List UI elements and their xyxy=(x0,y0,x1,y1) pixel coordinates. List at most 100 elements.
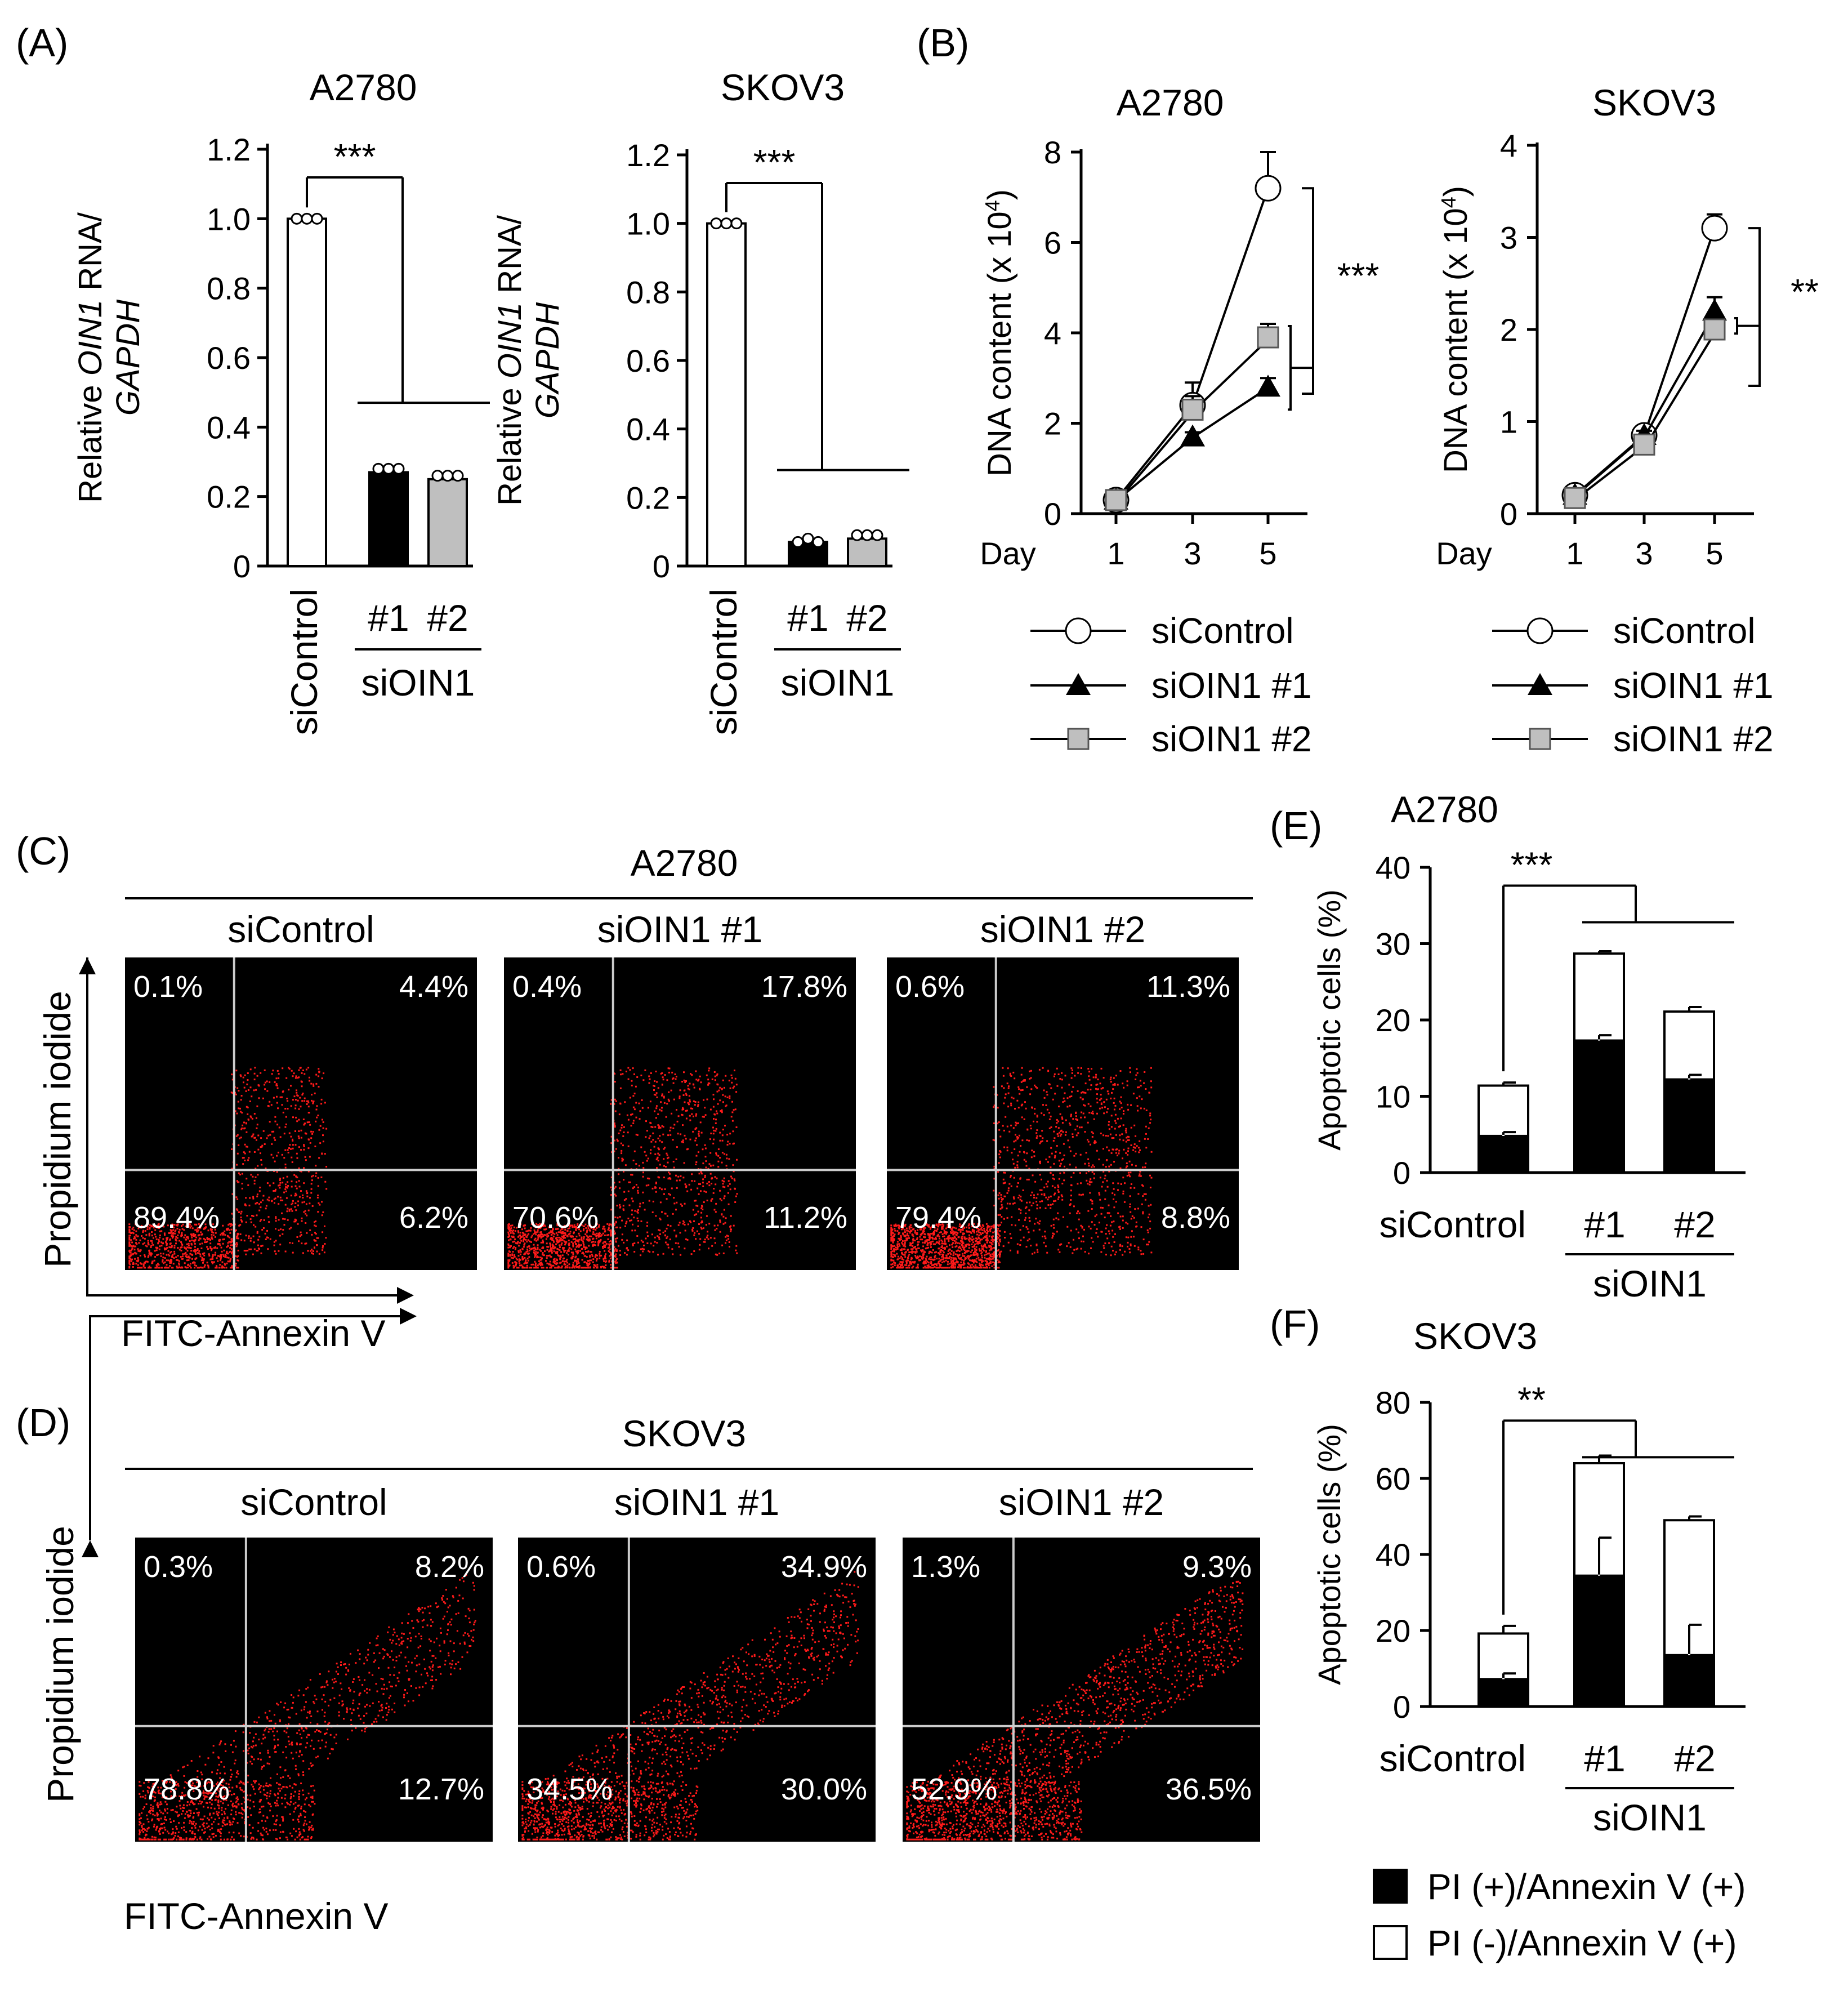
category-label: #2 xyxy=(846,597,887,639)
y-tick-label: 0 xyxy=(1393,1155,1410,1191)
quadrant-ul: 0.4% xyxy=(512,970,582,1004)
marker-circle xyxy=(1701,215,1728,242)
x-axis-label: FITC-Annexin V xyxy=(124,1895,388,1937)
category-label: #1 xyxy=(787,597,828,639)
category-label: siControl xyxy=(703,589,744,735)
y-axis-label-part: RNA/ xyxy=(72,212,109,300)
scatter-dots xyxy=(906,1580,1244,1841)
x-axis-label: Day xyxy=(1436,536,1492,571)
bar-1 xyxy=(368,471,409,567)
axis-arrows xyxy=(89,1315,400,1540)
quadrant-ur: 8.2% xyxy=(415,1550,484,1584)
quadrant-ll: 89.4% xyxy=(133,1201,220,1235)
legend-marker-triangle xyxy=(1528,673,1552,695)
category-label: #1 xyxy=(1584,1204,1625,1245)
series-line-0 xyxy=(1115,188,1269,501)
quadrant-ul: 0.1% xyxy=(133,970,203,1004)
y-tick-label: 20 xyxy=(1376,1003,1410,1038)
y-tick-label: 1 xyxy=(1500,404,1517,440)
y-axis-label: Apoptotic cells (%) xyxy=(1311,889,1347,1151)
replicate-dot xyxy=(441,470,454,482)
y-axis-label: DNA content (x 104) xyxy=(1437,186,1475,473)
y-tick-label: 3 xyxy=(1500,220,1517,256)
replicate-dot xyxy=(311,212,323,225)
y-tick-label: 0.2 xyxy=(626,480,670,515)
y-axis-label-2: GAPDH xyxy=(529,302,566,418)
legend-label: siControl xyxy=(1613,611,1756,651)
y-axis-label: DNA content (x 104) xyxy=(981,189,1019,476)
x-tick-label: 1 xyxy=(1566,536,1583,571)
series-line-2 xyxy=(1576,328,1718,499)
chart-title: SKOV3 xyxy=(721,66,845,108)
knockdown-chart-A1: A2780 0 0.2 0.4 0.6 0.8 1.0 1.2 Relative OIN1 RN… xyxy=(72,66,490,735)
y-tick-label: 2 xyxy=(1500,312,1517,347)
marker-square xyxy=(1181,398,1204,421)
quadrant-ll: 78.8% xyxy=(144,1772,230,1806)
replicate-dot xyxy=(452,470,464,482)
y-tick-label: 6 xyxy=(1044,225,1061,261)
flow-plot: siOIN1 #1 0.6% 34.9% 34.5% 30.0% xyxy=(518,1481,876,1842)
y-axis-label: Relative OIN1 RNA/ xyxy=(492,215,528,506)
marker-triangle xyxy=(1180,424,1205,447)
y-tick-label: 30 xyxy=(1376,926,1410,962)
bar-legend: PI (+)/Annexin V (+) PI (-)/Annexin V (+) xyxy=(1373,1866,1746,1963)
y-tick-label: 4 xyxy=(1044,315,1061,351)
legend-label: PI (+)/Annexin V (+) xyxy=(1427,1866,1746,1907)
quadrant-ll: 34.5% xyxy=(526,1772,613,1806)
chart-title: A2780 xyxy=(310,66,417,108)
significance-stars: *** xyxy=(753,142,796,182)
category-label: #2 xyxy=(1674,1204,1715,1245)
marker-square xyxy=(1257,326,1279,349)
y-axis-label-part: ) xyxy=(981,189,1018,200)
x-tick-label: 3 xyxy=(1184,536,1201,571)
y-tick-label: 0 xyxy=(653,549,670,584)
scatter-dots xyxy=(890,1067,1153,1269)
quadrant-ur: 11.3% xyxy=(1146,970,1230,1004)
y-axis-label-part: Relative xyxy=(492,378,528,506)
scatter-dots xyxy=(521,1571,859,1841)
marker-square xyxy=(1703,318,1726,341)
y-tick-label: 1.2 xyxy=(626,137,670,173)
marker-square xyxy=(1633,433,1655,456)
quadrant-ul: 0.6% xyxy=(895,970,965,1004)
arrow-head-right xyxy=(400,1308,417,1325)
quadrant-lr: 11.2% xyxy=(764,1201,847,1235)
replicate-dot xyxy=(431,470,444,482)
quadrant-lr: 30.0% xyxy=(781,1772,867,1806)
y-tick-label: 0.8 xyxy=(626,274,670,310)
y-tick-label: 0 xyxy=(1044,496,1061,532)
quadrant-lr: 6.2% xyxy=(399,1201,468,1235)
knockdown-chart-A2: SKOV3 0 0.2 0.4 0.6 0.8 1.0 1.2 Relative OIN1 RN… xyxy=(492,66,909,735)
quadrant-lr: 36.5% xyxy=(1166,1772,1252,1806)
panel-label-C: (C) xyxy=(16,829,70,873)
y-tick-label: 0.2 xyxy=(207,479,251,515)
flow-plot: siControl 0.1% 4.4% 89.4% 6.2% xyxy=(125,908,477,1270)
scatter-dots xyxy=(507,1067,738,1269)
replicate-dot xyxy=(802,532,814,545)
replicate-dot xyxy=(301,212,313,225)
plot-title: siControl xyxy=(240,1481,387,1523)
plot-title: siOIN1 #1 xyxy=(614,1481,779,1523)
y-axis-label-part: OIN1 xyxy=(72,300,109,376)
y-axis-label: Apoptotic cells (%) xyxy=(1311,1424,1347,1685)
axis-arrows xyxy=(86,957,397,1296)
y-axis-label-part: ) xyxy=(1438,186,1474,197)
plot-background xyxy=(504,957,856,1270)
replicate-dot xyxy=(730,217,743,230)
flow-plot: siOIN1 #2 0.6% 11.3% 79.4% 8.8% xyxy=(887,908,1239,1270)
panel-title: A2780 xyxy=(631,842,738,884)
flow-plot: siOIN1 #2 1.3% 9.3% 52.9% 36.5% xyxy=(903,1481,1260,1842)
y-tick-label: 40 xyxy=(1376,1537,1410,1572)
x-tick-label: 3 xyxy=(1635,536,1653,571)
y-tick-label: 40 xyxy=(1376,850,1410,885)
legend-marker-circle xyxy=(1065,617,1092,644)
legend-marker-triangle xyxy=(1066,673,1091,695)
replicate-dot xyxy=(812,536,824,548)
scatter-dots xyxy=(128,1067,328,1269)
y-tick-label: 80 xyxy=(1376,1385,1410,1420)
quadrant-ll: 70.6% xyxy=(512,1201,599,1235)
x-tick-label: 1 xyxy=(1107,536,1124,571)
legend-label: siOIN1 #1 xyxy=(1151,665,1312,706)
y-axis-label-part: Relative xyxy=(72,376,109,503)
